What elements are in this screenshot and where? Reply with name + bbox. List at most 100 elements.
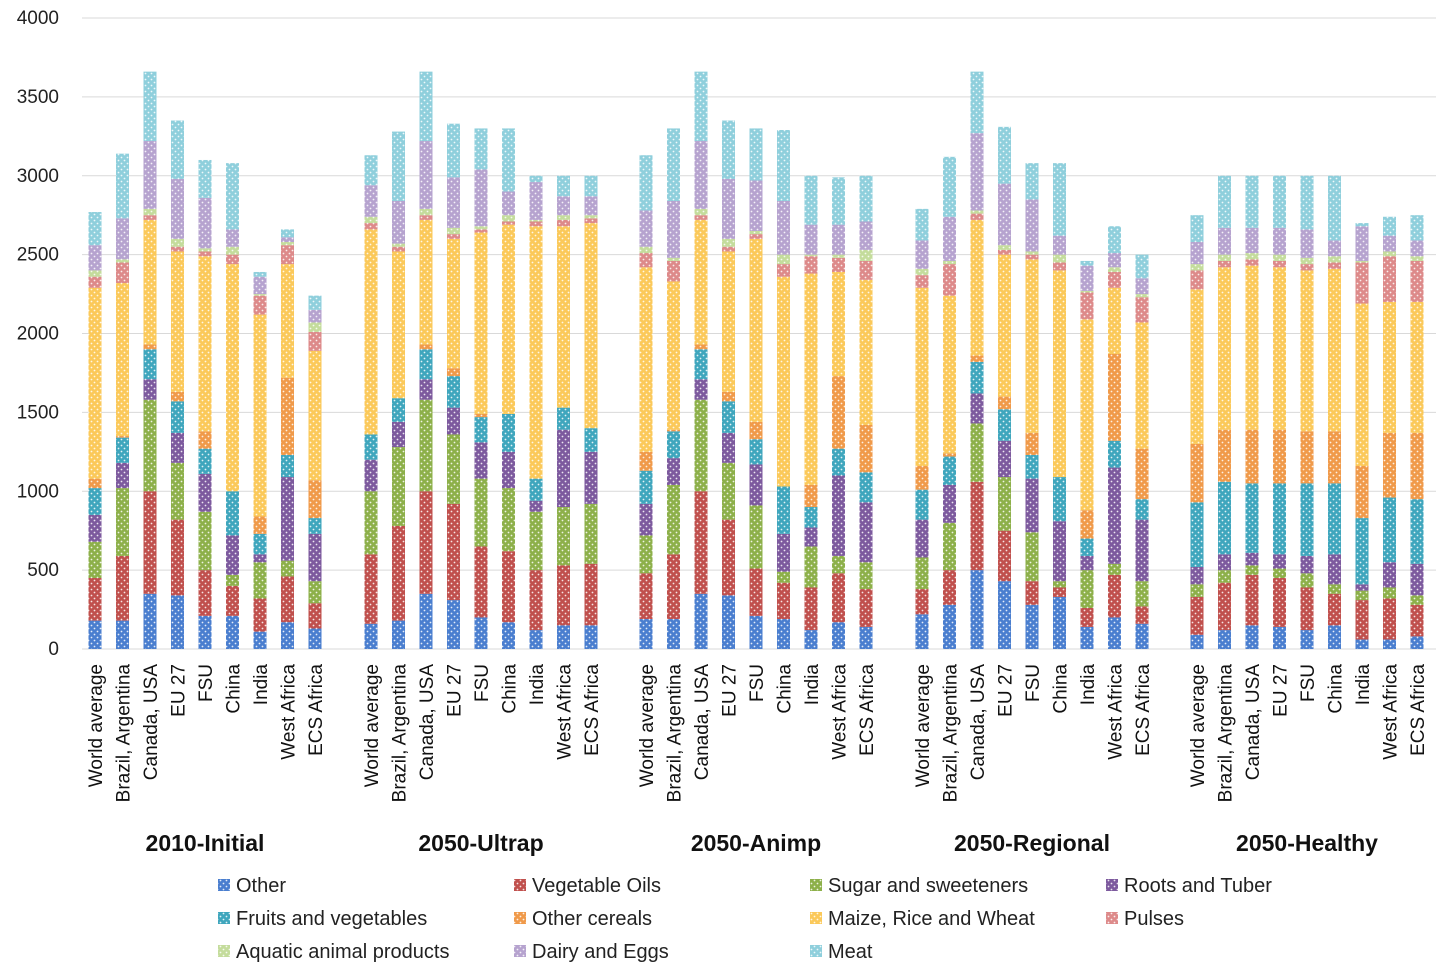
- bar-segment-fruits-and-vegetables: [1273, 483, 1286, 555]
- bar-segment-vegetable-oils: [970, 481, 984, 571]
- bar-segment-maize-rice-and-wheat: [1355, 303, 1369, 467]
- bar-segment-other: [171, 595, 184, 649]
- bar-segment-other: [419, 593, 433, 649]
- bar-segment-dairy-and-eggs: [998, 183, 1011, 246]
- bar-segment-meat: [171, 120, 184, 179]
- bar-segment-roots-and-tuber: [639, 503, 653, 536]
- bar-segment-other-cereals: [88, 478, 102, 489]
- bar-segment-vegetable-oils: [1218, 582, 1231, 631]
- bar-segment-pulses: [915, 275, 929, 288]
- bar-segment-vegetable-oils: [88, 578, 102, 621]
- bar-segment-dairy-and-eggs: [226, 229, 239, 247]
- bar-segment-dairy-and-eggs: [419, 141, 433, 209]
- bar-segment-pulses: [557, 219, 570, 227]
- bar-segment-meat: [1410, 215, 1424, 241]
- bar-segment-aquatic-animal-products: [116, 259, 129, 263]
- bar-segment-sugar-and-sweeteners: [447, 434, 460, 504]
- bar-segment-maize-rice-and-wheat: [474, 232, 488, 414]
- y-tick-label: 1000: [17, 481, 59, 502]
- bar-segment-sugar-and-sweeteners: [253, 562, 267, 599]
- bar-segment-aquatic-animal-products: [1190, 264, 1204, 271]
- bar-segment-fruits-and-vegetables: [1053, 477, 1066, 522]
- bar-segment-fruits-and-vegetables: [998, 409, 1011, 441]
- bar-segment-pulses: [392, 246, 405, 252]
- bar-segment-dairy-and-eggs: [253, 276, 267, 295]
- bar-segment-roots-and-tuber: [1108, 467, 1121, 564]
- category-label: World average: [913, 664, 934, 787]
- bar-segment-vegetable-oils: [253, 598, 267, 632]
- bar-segment-other-cereals: [804, 484, 818, 508]
- legend-swatch: [810, 912, 822, 924]
- bar-segment-fruits-and-vegetables: [915, 489, 929, 520]
- bar-segment-pulses: [667, 260, 680, 282]
- bar-segment-pulses: [943, 264, 956, 296]
- bar-segment-dairy-and-eggs: [1190, 242, 1204, 265]
- bar-segment-other: [116, 620, 129, 649]
- bar-segment-meat: [584, 175, 598, 197]
- bar-segment-roots-and-tuber: [667, 458, 680, 485]
- bar-segment-sugar-and-sweeteners: [198, 511, 212, 571]
- bar-segment-pulses: [694, 215, 708, 220]
- bar-segment-other: [667, 619, 680, 649]
- bar-segment-dairy-and-eggs: [1300, 229, 1314, 258]
- bar-segment-pulses: [804, 256, 818, 274]
- bar-segment-pulses: [419, 215, 433, 220]
- bar-segment-pulses: [529, 221, 543, 227]
- bar-segment-fruits-and-vegetables: [171, 401, 184, 433]
- bar-segment-roots-and-tuber: [88, 514, 102, 542]
- bar-segment-meat: [1245, 175, 1259, 228]
- bar-segment-aquatic-animal-products: [1053, 254, 1066, 263]
- bar-segment-aquatic-animal-products: [1135, 294, 1149, 298]
- category-label: Canada, USA: [1243, 664, 1264, 781]
- bar-segment-fruits-and-vegetables: [943, 456, 956, 485]
- bar-segment-dairy-and-eggs: [915, 240, 929, 269]
- bar-segment-vegetable-oils: [419, 491, 433, 594]
- bar-segment-maize-rice-and-wheat: [1053, 270, 1066, 478]
- bar-segment-vegetable-oils: [1300, 587, 1314, 631]
- bar-segment-maize-rice-and-wheat: [502, 224, 515, 414]
- bar-segment-other: [392, 620, 405, 649]
- bar-segment-aquatic-animal-products: [1383, 251, 1396, 257]
- bar-segment-vegetable-oils: [502, 551, 515, 623]
- bar-segment-dairy-and-eggs: [859, 221, 873, 250]
- scenario-label: 2050-Animp: [691, 830, 821, 856]
- bar-segment-sugar-and-sweeteners: [281, 560, 294, 577]
- bar-segment-fruits-and-vegetables: [694, 349, 708, 380]
- bar-segment-other: [529, 630, 543, 649]
- bar-segment-fruits-and-vegetables: [667, 431, 680, 459]
- bar-segment-other-cereals: [998, 396, 1011, 410]
- bar-segment-aquatic-animal-products: [1080, 290, 1094, 293]
- bar-segment-dairy-and-eggs: [474, 169, 488, 227]
- bar-segment-pulses: [1355, 262, 1369, 304]
- bar-segment-maize-rice-and-wheat: [722, 251, 735, 392]
- bar-segment-other: [584, 625, 598, 649]
- bar-segment-aquatic-animal-products: [88, 270, 102, 277]
- legend-swatch: [514, 879, 526, 891]
- bar-segment-vegetable-oils: [364, 554, 378, 624]
- bar-segment-dairy-and-eggs: [116, 218, 129, 260]
- bar-segment-other-cereals: [943, 453, 956, 457]
- bar-segment-vegetable-oils: [1190, 596, 1204, 635]
- bar-segment-meat: [1053, 163, 1066, 236]
- bar-segment-vegetable-oils: [1383, 598, 1396, 640]
- bar-segment-maize-rice-and-wheat: [1328, 268, 1341, 432]
- bar-segment-vegetable-oils: [584, 563, 598, 626]
- bar-segment-maize-rice-and-wheat: [171, 251, 184, 392]
- bar-segment-pulses: [364, 223, 378, 230]
- category-label: Brazil, Argentina: [941, 664, 962, 803]
- bar-segment-vegetable-oils: [1328, 593, 1341, 626]
- bar-segment-dairy-and-eggs: [198, 197, 212, 249]
- bar-segment-vegetable-oils: [915, 589, 929, 615]
- bar-segment-dairy-and-eggs: [1053, 235, 1066, 255]
- legend-swatch: [514, 945, 526, 957]
- bar-segment-other: [804, 630, 818, 649]
- bar-segment-pulses: [1328, 262, 1341, 269]
- bar-segment-other: [226, 615, 239, 649]
- legend-swatch: [1106, 912, 1118, 924]
- category-label: Canada, USA: [692, 664, 713, 781]
- category-label: Canada, USA: [968, 664, 989, 781]
- bar-segment-pulses: [1245, 259, 1259, 266]
- bar-segment-fruits-and-vegetables: [1245, 483, 1259, 553]
- bar-segment-sugar-and-sweeteners: [1273, 568, 1286, 579]
- category-label: China: [775, 664, 796, 714]
